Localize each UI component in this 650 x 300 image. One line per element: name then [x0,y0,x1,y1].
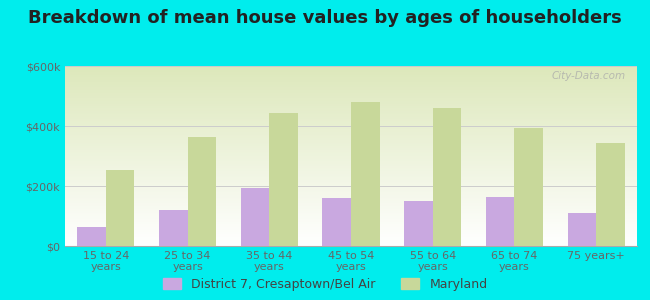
Bar [351,102,380,246]
Bar [433,108,462,246]
Bar [596,142,625,246]
Text: City-Data.com: City-Data.com [551,71,625,81]
Bar [486,197,514,246]
Bar [159,210,188,246]
Bar [514,128,543,246]
Bar [77,226,106,246]
Bar [240,188,269,246]
Legend: District 7, Cresaptown/Bel Air, Maryland: District 7, Cresaptown/Bel Air, Maryland [162,278,488,291]
Bar [269,112,298,246]
Bar [567,213,596,246]
Bar [188,136,216,246]
Bar [404,201,433,246]
Bar [322,198,351,246]
Text: Breakdown of mean house values by ages of householders: Breakdown of mean house values by ages o… [28,9,622,27]
Bar [106,169,135,246]
